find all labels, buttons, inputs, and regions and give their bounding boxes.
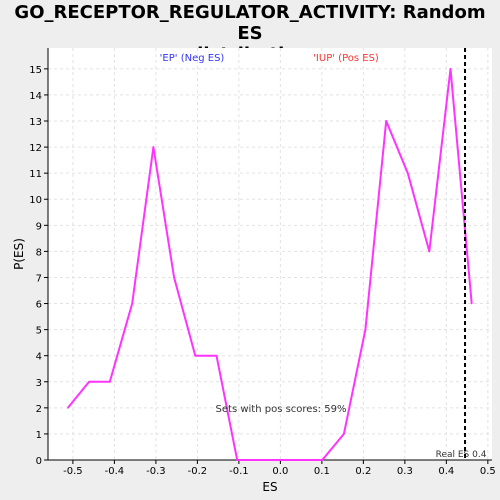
data-point <box>385 120 387 122</box>
grid-lines <box>48 48 492 461</box>
x-tick-label: 0.5 <box>480 466 496 477</box>
data-point <box>406 172 409 174</box>
x-tick-label: 0.2 <box>355 466 371 477</box>
y-tick-label: 0 <box>36 456 42 467</box>
y-tick-label: 8 <box>36 247 42 258</box>
data-point <box>173 276 175 279</box>
annotation-pos-scores: Sets with pos scores: 59% <box>216 404 347 415</box>
y-tick-label: 3 <box>36 378 42 389</box>
series-line <box>67 67 473 461</box>
data-point <box>67 407 69 409</box>
data-point <box>236 459 239 461</box>
x-tick-label: -0.3 <box>146 466 166 477</box>
y-tick-label: 10 <box>29 195 42 206</box>
x-tick-label: -0.4 <box>105 466 125 477</box>
y-tick-label: 9 <box>36 221 42 232</box>
chart-marks: Real ES 0.4 <box>67 48 487 461</box>
data-point <box>257 459 260 461</box>
data-point <box>428 250 431 253</box>
data-point <box>364 328 367 331</box>
x-tick-label: 0.0 <box>272 466 288 477</box>
y-tick-label: 15 <box>29 65 42 76</box>
plot-area <box>48 48 492 460</box>
data-point <box>109 380 111 383</box>
y-tick-label: 2 <box>36 404 42 415</box>
x-axis-label: ES <box>262 480 277 494</box>
data-point <box>215 354 218 357</box>
x-tick-label: 0.4 <box>438 466 454 477</box>
data-point <box>449 68 452 70</box>
data-point <box>152 146 155 148</box>
real-es-label: Real ES 0.4 <box>436 450 487 460</box>
y-tick-label: 7 <box>36 273 42 284</box>
axes: -0.5 -0.4 -0.3 -0.2 -0.1 0.0 0.1 0.2 0.3 0.4 0.5 0 1… <box>29 48 496 477</box>
x-tick-label: 0.1 <box>314 466 330 477</box>
y-axis-label: P(ES) <box>12 238 26 270</box>
data-point <box>88 380 90 383</box>
y-tick-label: 1 <box>36 430 42 441</box>
y-tick-label: 14 <box>29 91 42 102</box>
data-point <box>321 459 324 461</box>
data-point <box>470 302 473 305</box>
y-tick-label: 13 <box>29 117 42 128</box>
annotation-neg-es: 'EP' (Neg ES) <box>160 53 225 64</box>
chart-title-line-1: GO_RECEPTOR_REGULATOR_ACTIVITY: Random E… <box>14 2 486 44</box>
x-tick-label: -0.2 <box>188 466 208 477</box>
x-tick-label: -0.1 <box>229 466 249 477</box>
x-tick-label: 0.3 <box>397 466 413 477</box>
y-tick-label: 5 <box>36 326 42 337</box>
x-tick-label: -0.5 <box>63 466 83 477</box>
y-tick-label: 11 <box>29 169 42 180</box>
y-tick-label: 4 <box>36 352 42 363</box>
data-point <box>194 354 197 357</box>
y-tick-label: 12 <box>29 143 42 154</box>
y-tick-label: 6 <box>36 300 42 311</box>
data-point <box>131 302 134 305</box>
data-point <box>300 459 302 461</box>
annotation-pos-es: 'IUP' (Pos ES) <box>313 53 379 64</box>
data-point <box>343 433 345 435</box>
data-point <box>279 459 282 461</box>
